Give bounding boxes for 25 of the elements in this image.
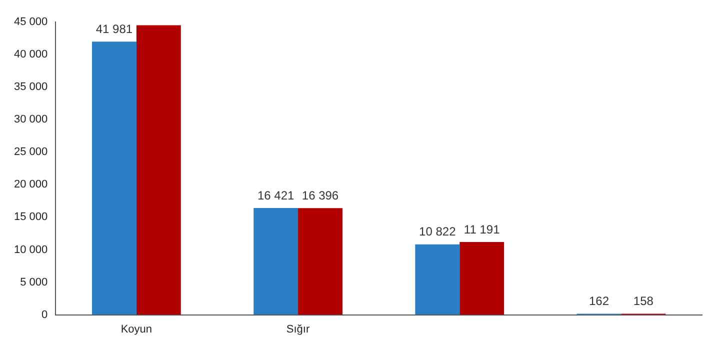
bar (460, 242, 504, 315)
y-tick-label: 15 000 (14, 211, 48, 224)
y-tick-label: 30 000 (14, 114, 48, 126)
data-label: 41 981 (96, 22, 133, 36)
y-tick-label: 5 000 (20, 276, 48, 288)
y-tick-label: 35 000 (14, 81, 48, 94)
bar (254, 208, 298, 315)
y-tick-label: 20 000 (14, 178, 48, 191)
y-tick-label: 25 000 (14, 146, 48, 158)
data-label: 11 191 (464, 222, 500, 236)
bar (415, 244, 460, 315)
x-tick-label: Sığır (286, 323, 310, 336)
bar (298, 208, 342, 315)
data-label: 16 396 (302, 188, 339, 202)
y-tick-label: 40 000 (14, 48, 48, 61)
y-tick-label: 10 000 (14, 244, 48, 256)
y-tick-label: 45 000 (14, 16, 48, 28)
data-label: 10 822 (419, 224, 456, 239)
data-label: 162 (588, 294, 610, 308)
y-tick-label: 0 (42, 308, 48, 321)
bar (136, 25, 181, 315)
bar (92, 42, 136, 315)
data-label: 158 (633, 294, 654, 308)
data-label: 16 421 (257, 188, 294, 202)
x-tick-label: Koyun (120, 323, 152, 336)
